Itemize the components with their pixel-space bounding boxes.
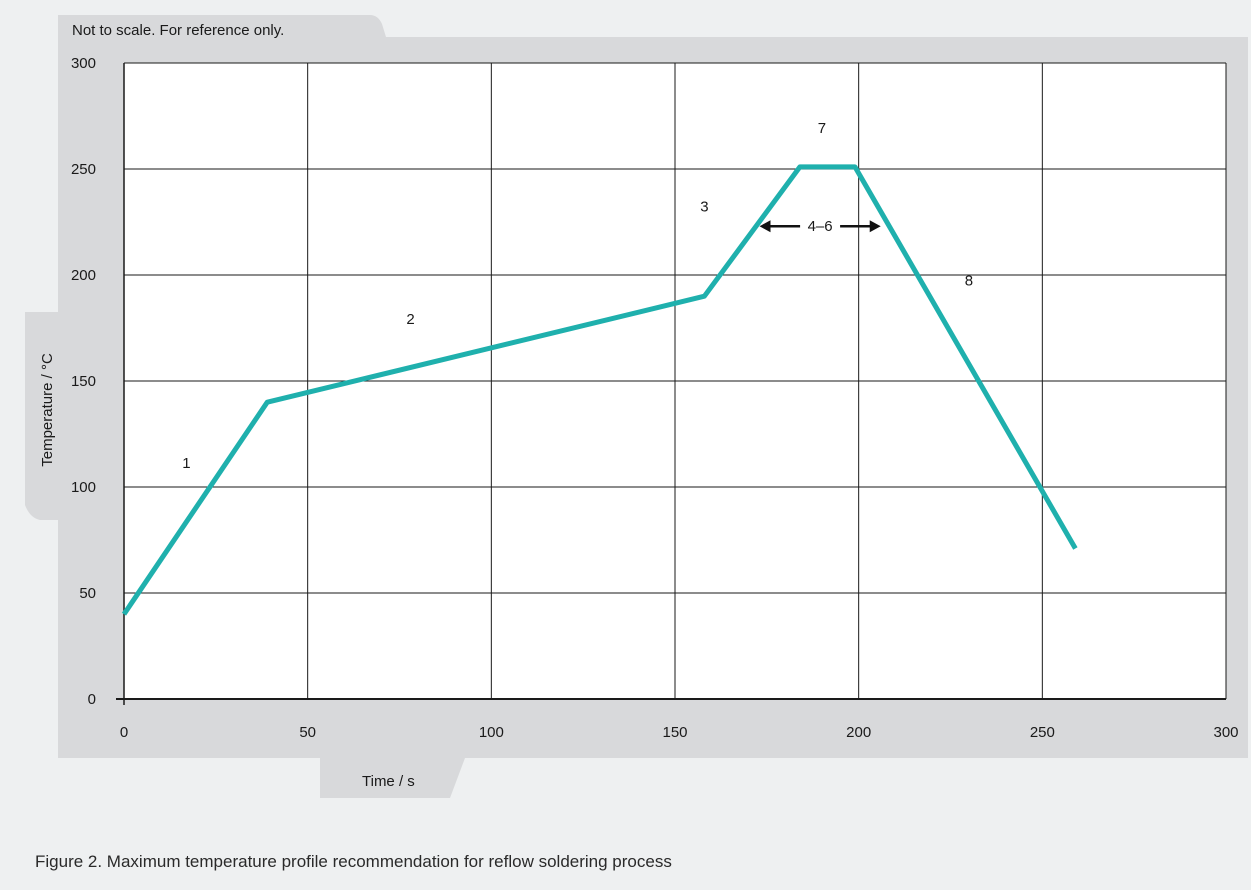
y-tick-label: 0 [88, 691, 96, 708]
x-axis-label: Time / s [362, 773, 415, 790]
y-axis-label: Temperature / °C [39, 353, 56, 467]
x-tick-label: 200 [846, 724, 871, 741]
y-tick-label: 150 [71, 373, 96, 390]
labels: 0 50 100 150 200 250 300 0 50 100 150 200 250 300 1 2 3 7… [71, 55, 1239, 741]
segment-label: 1 [182, 455, 190, 472]
series [121, 164, 1078, 616]
axes [116, 62, 1226, 705]
x-tick-label: 100 [479, 724, 504, 741]
segment-label: 8 [965, 273, 973, 290]
x-tick-label: 0 [120, 724, 128, 741]
y-tick-label: 50 [79, 585, 96, 602]
x-tick-label: 50 [299, 724, 316, 741]
x-tick-label: 250 [1030, 724, 1055, 741]
y-tick-label: 300 [71, 55, 96, 72]
arrow-head-left [759, 220, 771, 233]
segment-label: 7 [818, 120, 826, 137]
annotation-label: 4–6 [808, 218, 833, 235]
y-tick-label: 200 [71, 267, 96, 284]
x-tick-label: 150 [662, 724, 687, 741]
segment-label: 3 [700, 198, 708, 215]
segment-label: 2 [406, 311, 414, 328]
y-tick-label: 100 [71, 479, 96, 496]
figure-caption: Figure 2. Maximum temperature profile re… [35, 852, 672, 871]
chart-note: Not to scale. For reference only. [72, 22, 284, 39]
y-tick-label: 250 [71, 161, 96, 178]
profile-line [121, 164, 1078, 616]
arrow-head-right [869, 220, 881, 233]
ylabel-tab [25, 312, 80, 520]
x-tick-label: 300 [1213, 724, 1238, 741]
